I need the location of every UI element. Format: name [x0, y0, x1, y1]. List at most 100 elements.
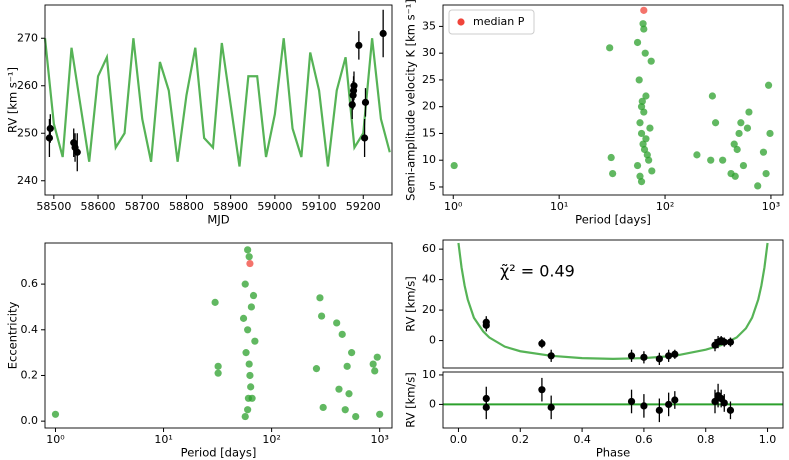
model-line	[457, 242, 769, 360]
point	[640, 402, 648, 410]
y-tick-label: 20	[422, 303, 436, 316]
point	[319, 403, 327, 412]
point	[633, 38, 642, 47]
point	[73, 148, 81, 156]
x-tick-label: 0.2	[512, 433, 530, 446]
point	[637, 129, 646, 138]
point	[547, 352, 555, 360]
y-tick-label: 10	[422, 153, 436, 166]
point	[735, 129, 743, 138]
x-tick-label: 0.4	[573, 433, 591, 446]
model-line	[43, 38, 391, 167]
legend-box	[448, 9, 535, 35]
point	[214, 369, 222, 377]
y-tick-label: 30	[422, 46, 436, 59]
point	[335, 385, 343, 393]
x-tick-label: 0.0	[450, 433, 468, 446]
y-tick-label: 260	[17, 79, 38, 92]
point	[249, 291, 258, 300]
point	[45, 134, 54, 142]
point	[627, 397, 636, 406]
axes-frame	[44, 4, 393, 196]
x-tick-label: 0.8	[697, 433, 715, 446]
point	[637, 178, 646, 186]
point	[671, 350, 679, 358]
point	[244, 326, 252, 334]
point	[246, 371, 254, 380]
x-tick-label: 58800	[169, 200, 204, 213]
point	[239, 314, 248, 322]
y-axis-label: Semi-amplitude velocity K [km s⁻¹]	[404, 0, 418, 201]
x-tick-label: 59100	[302, 200, 337, 213]
x-tick-label: 10⁰	[46, 433, 65, 446]
point	[241, 412, 249, 421]
point	[640, 25, 648, 33]
point	[244, 406, 252, 414]
point	[538, 386, 546, 394]
point	[241, 280, 249, 288]
axes-frame	[44, 242, 393, 429]
x-tick-label: 10³	[370, 433, 388, 446]
point	[640, 6, 648, 14]
y-tick-label: 40	[422, 273, 436, 286]
x-tick-label: 10¹	[154, 433, 172, 446]
x-tick-label: 59200	[346, 200, 381, 213]
point	[645, 156, 653, 164]
point	[730, 140, 738, 148]
point	[606, 44, 614, 52]
point	[639, 20, 647, 28]
point	[719, 156, 727, 164]
y-axis-label: RV [km s⁻¹]	[6, 67, 20, 133]
point	[640, 353, 648, 361]
point	[641, 49, 649, 57]
point	[711, 119, 720, 127]
y-axis-label: Eccentricity	[6, 302, 20, 370]
point	[720, 399, 728, 407]
point	[726, 338, 735, 346]
point	[312, 365, 321, 373]
point	[51, 410, 60, 418]
point	[731, 172, 739, 180]
point	[343, 362, 351, 370]
point	[482, 318, 490, 326]
point	[333, 319, 341, 327]
point	[348, 349, 356, 357]
point	[361, 98, 370, 106]
point	[764, 81, 773, 89]
x-tick-label: 10¹	[550, 200, 568, 213]
point	[665, 352, 673, 360]
point	[245, 360, 253, 368]
point	[708, 92, 716, 100]
point	[211, 298, 219, 306]
y-tick-label: 20	[422, 100, 436, 113]
point	[745, 108, 753, 116]
x-tick-label: 10⁰	[444, 200, 463, 213]
x-tick-label: 10²	[656, 200, 674, 213]
point	[642, 92, 650, 100]
point	[607, 153, 615, 162]
y-tick-label: 35	[422, 19, 436, 32]
point	[450, 161, 458, 170]
point	[733, 145, 741, 154]
y-axis-label: RV [km/s]	[404, 276, 418, 332]
point	[538, 340, 546, 348]
point	[247, 383, 255, 391]
point	[720, 338, 728, 346]
y-tick-label: 240	[17, 174, 38, 187]
point	[766, 129, 774, 138]
y-tick-label: 270	[17, 31, 38, 44]
point	[244, 394, 253, 402]
point	[341, 406, 349, 414]
axes-frame	[442, 239, 784, 369]
x-tick-label: 1.0	[759, 433, 777, 446]
point	[638, 97, 646, 105]
point	[245, 253, 253, 261]
point	[754, 182, 762, 190]
y-tick-label: 25	[422, 73, 436, 86]
y-tick-label: 0.2	[21, 368, 39, 381]
x-tick-label: 10²	[262, 433, 280, 446]
point	[247, 303, 255, 311]
point	[633, 161, 642, 170]
point	[244, 246, 252, 254]
